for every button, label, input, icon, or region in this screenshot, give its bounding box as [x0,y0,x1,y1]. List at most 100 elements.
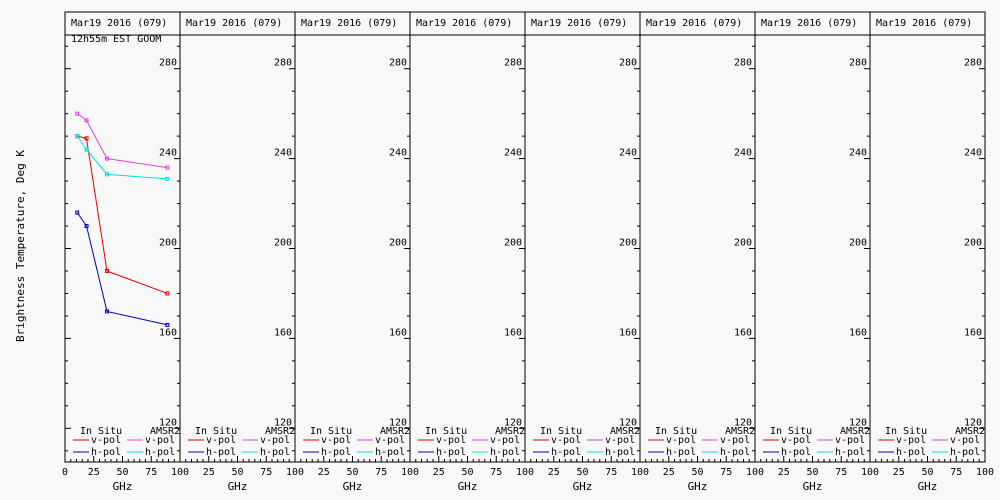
x-tick-label: 75 [605,467,617,478]
x-tick-label: 100 [976,467,994,478]
x-tick-label: 50 [461,467,473,478]
x-tick-label: 25 [88,467,100,478]
x-tick-label: 75 [835,467,847,478]
data-point [104,156,109,161]
x-tick-label: 75 [720,467,732,478]
y-tick-label: 200 [389,238,407,249]
series-line [76,113,168,169]
legend-amsr2-header: AMSR2 [495,426,525,437]
x-axis-label: GHz [113,480,133,493]
x-tick-label: 25 [318,467,330,478]
legend-insitu-hpol-label: h-pol [666,447,696,458]
panel-title: Mar19 2016 (079) [761,18,857,29]
y-tick-label: 200 [734,238,752,249]
data-point [104,309,109,314]
legend-amsr2-hpol-label: h-pol [490,447,520,458]
legend-amsr2-header: AMSR2 [380,426,410,437]
legend-insitu-vpol-label: v-pol [896,435,926,446]
legend-amsr2-vpol-label: v-pol [835,435,865,446]
data-point [75,210,80,215]
panels: Mar19 2016 (079) 12h55m EST GOOM 280 240 200… [62,11,994,493]
legend-insitu-hpol-label: h-pol [551,447,581,458]
y-tick-label: 280 [504,58,522,69]
legend-amsr2-vpol-label: v-pol [950,435,980,446]
legend-amsr2-vpol-label: v-pol [145,435,175,446]
legend-insitu-header: In Situ [310,426,352,437]
x-tick-label: 25 [893,467,905,478]
y-tick-label: 120 [159,417,177,428]
y-tick-label: 240 [849,148,867,159]
legend-insitu-hpol-label: h-pol [896,447,926,458]
legend-insitu-vpol-label: v-pol [321,435,351,446]
y-tick-label: 280 [964,58,982,69]
data-point [75,134,80,139]
y-tick-label: 280 [389,58,407,69]
x-tick-label: 100 [861,467,879,478]
data-point [84,224,89,229]
legend-amsr2-hpol-label: h-pol [720,447,750,458]
panel-title: Mar19 2016 (079) [416,18,512,29]
x-tick-label: 100 [631,467,649,478]
y-tick-label: 240 [274,148,292,159]
legend-amsr2-header: AMSR2 [840,426,870,437]
y-tick-label: 160 [504,327,522,338]
x-tick-label: 100 [746,467,764,478]
y-tick-label: 120 [849,417,867,428]
legend-insitu-header: In Situ [655,426,697,437]
x-tick-label: 100 [286,467,304,478]
y-tick-label: 280 [734,58,752,69]
legend-amsr2-header: AMSR2 [150,426,180,437]
x-axis-label: GHz [458,480,478,493]
legend-amsr2-hpol-label: h-pol [835,447,865,458]
x-tick-label: 50 [921,467,933,478]
x-tick-label: 50 [231,467,243,478]
legend-insitu-vpol-label: v-pol [551,435,581,446]
y-tick-label: 120 [504,417,522,428]
data-point [165,291,170,296]
y-tick-label: 240 [964,148,982,159]
legend-amsr2-vpol-label: v-pol [375,435,405,446]
data-point [104,172,109,177]
panel-subtitle: 12h55m EST GOOM [71,34,161,45]
x-tick-label: 100 [516,467,534,478]
x-tick-label: 75 [145,467,157,478]
x-tick-label: 50 [116,467,128,478]
data-point [165,165,170,170]
legend-amsr2-vpol-label: v-pol [260,435,290,446]
y-axis-label: Brightness Temperature, Deg K [14,150,27,342]
legend-amsr2-header: AMSR2 [725,426,755,437]
legend-amsr2-hpol-label: h-pol [375,447,405,458]
y-tick-label: 280 [619,58,637,69]
y-tick-label: 200 [964,238,982,249]
x-tick-label: 25 [548,467,560,478]
legend-insitu-header: In Situ [885,426,927,437]
y-tick-label: 160 [619,327,637,338]
legend-amsr2-hpol-label: h-pol [145,447,175,458]
legend-insitu-hpol-label: h-pol [91,447,121,458]
x-tick-label: 0 [62,467,68,478]
data-point [104,268,109,273]
y-tick-label: 160 [964,327,982,338]
data-point [84,118,89,123]
x-axis-label: GHz [688,480,708,493]
x-tick-label: 25 [433,467,445,478]
legend-insitu-hpol-label: h-pol [321,447,351,458]
x-axis-label: GHz [918,480,938,493]
legend-insitu-vpol-label: v-pol [666,435,696,446]
x-axis-label: GHz [803,480,823,493]
y-tick-label: 160 [849,327,867,338]
y-tick-label: 200 [159,238,177,249]
legend-amsr2-hpol-label: h-pol [950,447,980,458]
y-tick-label: 200 [504,238,522,249]
x-tick-label: 75 [490,467,502,478]
legend-insitu-hpol-label: h-pol [436,447,466,458]
legend-insitu-hpol-label: h-pol [206,447,236,458]
y-tick-label: 160 [734,327,752,338]
x-tick-label: 25 [778,467,790,478]
y-tick-label: 280 [159,58,177,69]
panel-title: Mar19 2016 (079) [71,18,167,29]
x-tick-label: 50 [576,467,588,478]
legend-insitu-vpol-label: v-pol [91,435,121,446]
y-tick-label: 120 [274,417,292,428]
